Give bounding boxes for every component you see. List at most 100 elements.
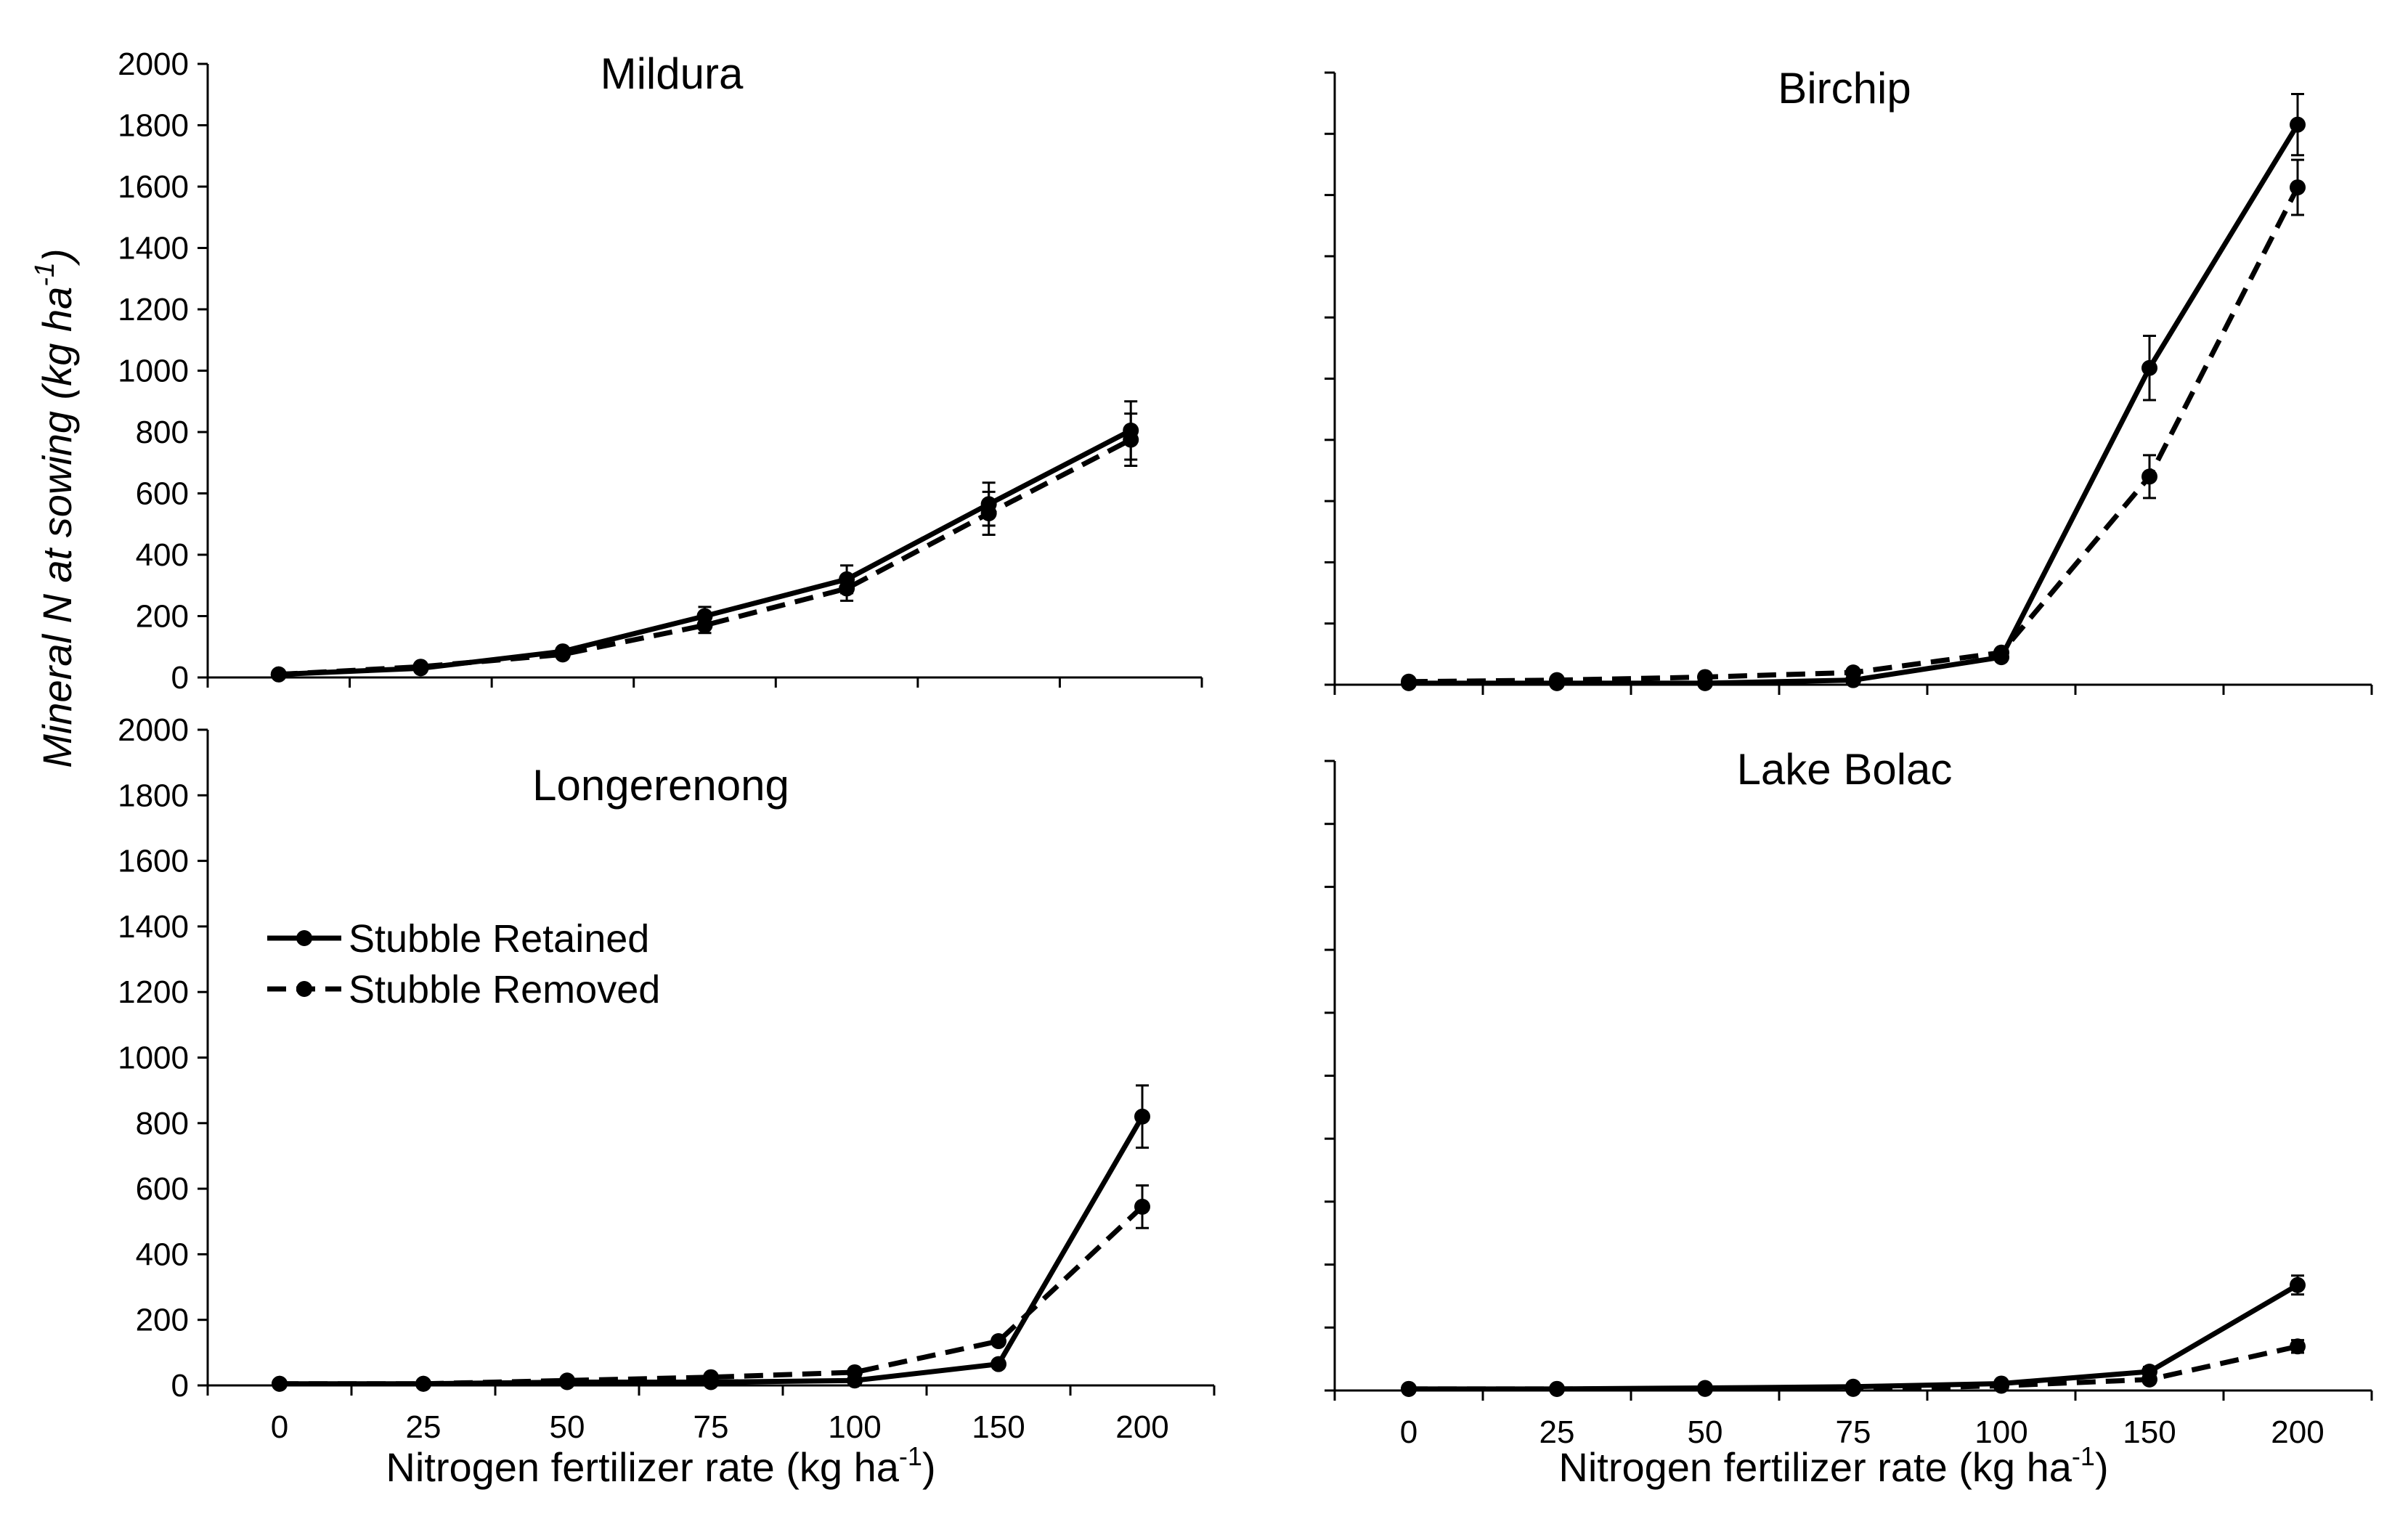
y-axis-title: Mineral N at sowing (kg ha-1): [30, 248, 80, 767]
mildura-y-tick-label: 2000: [118, 46, 189, 82]
mildura-stubble-removed-point: [1123, 431, 1139, 448]
mildura-stubble-removed-point: [980, 505, 997, 521]
birchip-title: Birchip: [1778, 64, 1911, 113]
longerenong-x-tick-label: 100: [828, 1409, 881, 1445]
lake-bolac-title: Lake Bolac: [1737, 745, 1953, 794]
lake-bolac-stubble-removed-point: [2141, 1371, 2157, 1388]
chart-panels: Mildura020040060080010001200140016001800…: [118, 46, 2373, 1450]
x-axis-title-right-sup: -1: [2072, 1441, 2095, 1471]
longerenong-stubble-retained-point: [1134, 1108, 1150, 1125]
mildura-y-tick-label: 1400: [118, 231, 189, 266]
lake-bolac-stubble-removed-point: [1697, 1380, 1713, 1397]
longerenong-stubble-removed-point: [991, 1333, 1006, 1350]
x-axis-title-right: Nitrogen fertilizer rate (kg ha-1): [1558, 1441, 2108, 1490]
mildura-title: Mildura: [601, 49, 744, 98]
mildura-y-tick-label: 400: [136, 537, 189, 573]
mildura-stubble-removed-point: [270, 666, 287, 683]
lake-bolac-stubble-removed-point: [1845, 1380, 1861, 1397]
mildura-stubble-removed-point: [696, 617, 713, 634]
longerenong-y-tick-label: 1600: [118, 844, 189, 879]
lake-bolac-panel: Lake Bolac 0 25 50 75 100 150 200: [1325, 745, 2373, 1450]
longerenong-y-tick-label: 600: [136, 1171, 189, 1207]
lake-bolac-x-tick-label: 0: [1400, 1414, 1417, 1450]
legend-removed-label: Stubble Removed: [349, 968, 660, 1011]
birchip-stubble-removed-line: [1408, 186, 2301, 685]
longerenong-x-tick-label: 0: [271, 1409, 288, 1445]
longerenong-stubble-removed-point: [559, 1372, 575, 1389]
birchip-stubble-removed-point: [1993, 644, 2009, 661]
longerenong-y-tick-label: 1400: [118, 909, 189, 945]
longerenong-x-tick-label: 25: [406, 1409, 442, 1445]
birchip-stubble-removed-point: [1845, 664, 1861, 681]
birchip-stubble-removed-point: [1401, 673, 1417, 690]
lake-bolac-stubble-removed-point: [1993, 1377, 2009, 1394]
lake-bolac-stubble-removed-point: [1549, 1380, 1565, 1397]
longerenong-stubble-removed-point: [1134, 1198, 1150, 1215]
longerenong-x-tick-label: 75: [693, 1409, 729, 1445]
longerenong-title: Longerenong: [532, 761, 789, 810]
mildura-y-tick-label: 1800: [118, 108, 189, 144]
longerenong-panel: Longerenong02004006008001000120014001600…: [118, 712, 1216, 1445]
y-axis-title-sup: -1: [30, 262, 60, 287]
lake-bolac-stubble-removed-point: [2290, 1338, 2306, 1355]
lake-bolac-stubble-retained-point: [2290, 1276, 2306, 1293]
legend-retained-label: Stubble Retained: [349, 917, 649, 961]
longerenong-y-tick-label: 800: [136, 1106, 189, 1141]
x-axis-title-left-end: ): [922, 1444, 936, 1490]
x-axis-title-left-main: Nitrogen fertilizer rate (kg ha: [386, 1444, 899, 1490]
legend-retained-marker: [296, 930, 312, 946]
mildura-y-tick-label: 1000: [118, 354, 189, 389]
mildura-y-tick-label: 600: [136, 476, 189, 512]
longerenong-stubble-retained-point: [991, 1356, 1006, 1372]
longerenong-y-tick-label: 1000: [118, 1041, 189, 1076]
mildura-y-tick-label: 1200: [118, 292, 189, 327]
lake-bolac-x-tick-label: 200: [2271, 1414, 2324, 1450]
mildura-stubble-removed-point: [554, 646, 571, 663]
birchip-stubble-removed-point: [1697, 669, 1713, 685]
lake-bolac-x-tick-label: 50: [1688, 1414, 1723, 1450]
lake-bolac-x-tick-label: 75: [1836, 1414, 1871, 1450]
longerenong-stubble-removed-line: [280, 1205, 1144, 1387]
mildura-y-tick-label: 0: [171, 660, 189, 696]
birchip-stubble-retained-line: [1409, 123, 2300, 686]
x-axis-title-right-end: ): [2095, 1444, 2109, 1490]
longerenong-y-tick-label: 2000: [118, 712, 189, 748]
birchip-stubble-removed-point: [2141, 468, 2157, 485]
longerenong-x-tick-label: 50: [550, 1409, 585, 1445]
mildura-y-tick-label: 200: [136, 599, 189, 635]
lake-bolac-x-tick-label: 150: [2123, 1414, 2176, 1450]
birchip-stubble-retained-point: [2141, 359, 2157, 376]
mildura-y-tick-label: 1600: [118, 169, 189, 205]
lake-bolac-x-tick-label: 100: [1974, 1414, 2027, 1450]
lake-bolac-x-tick-label: 25: [1539, 1414, 1575, 1450]
longerenong-y-tick-label: 400: [136, 1237, 189, 1272]
x-axis-title-left: Nitrogen fertilizer rate (kg ha-1): [386, 1441, 935, 1490]
longerenong-stubble-removed-point: [703, 1369, 719, 1385]
longerenong-y-tick-label: 0: [171, 1368, 189, 1404]
longerenong-x-tick-label: 150: [972, 1409, 1025, 1445]
longerenong-x-tick-label: 200: [1115, 1409, 1168, 1445]
mildura-stubble-retained-line: [278, 428, 1132, 677]
birchip-stubble-retained-point: [2290, 116, 2306, 133]
mildura-y-tick-label: 800: [136, 415, 189, 450]
birchip-stubble-removed-point: [1549, 672, 1565, 688]
mildura-stubble-removed-point: [412, 659, 429, 675]
longerenong-y-tick-label: 1800: [118, 778, 189, 813]
mildura-stubble-removed-point: [839, 580, 855, 597]
longerenong-stubble-removed-point: [847, 1364, 863, 1380]
y-axis-title-main: Mineral N at sowing (kg ha: [34, 287, 80, 768]
longerenong-stubble-removed-point: [415, 1375, 431, 1392]
lake-bolac-stubble-retained-line: [1409, 1282, 2299, 1392]
longerenong-stubble-removed-point: [272, 1375, 288, 1392]
x-axis-title-right-main: Nitrogen fertilizer rate (kg ha: [1558, 1444, 2072, 1490]
mildura-stubble-removed-line: [278, 437, 1132, 677]
x-axis-title-left-sup: -1: [899, 1441, 922, 1471]
longerenong-stubble-retained-line: [280, 1115, 1145, 1387]
longerenong-y-tick-label: 1200: [118, 974, 189, 1010]
legend-removed-marker: [296, 981, 312, 997]
birchip-panel: Birchip: [1325, 64, 2373, 695]
birchip-stubble-removed-point: [2290, 179, 2306, 196]
lake-bolac-stubble-removed-point: [1401, 1380, 1417, 1397]
mildura-panel: Mildura 0 200 400 600 800 1000 1200 1400 1600 1800…: [118, 46, 1203, 696]
